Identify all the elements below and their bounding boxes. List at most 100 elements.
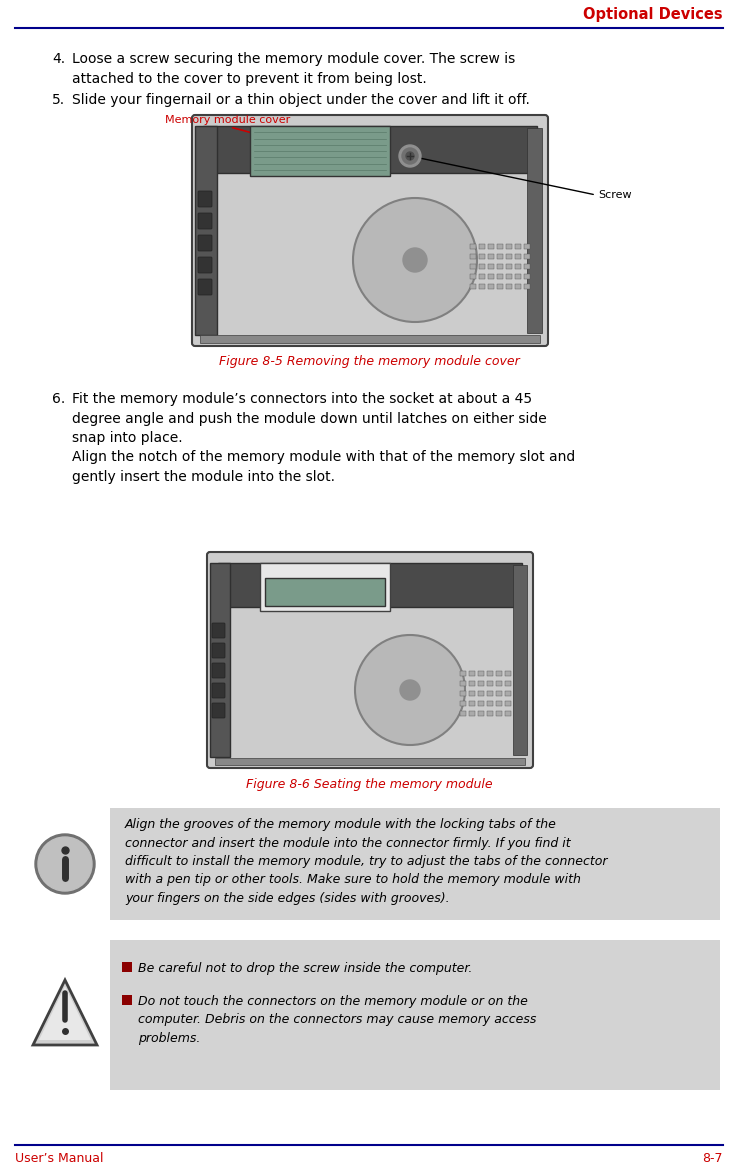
FancyBboxPatch shape xyxy=(198,191,212,207)
Bar xyxy=(487,672,493,676)
FancyBboxPatch shape xyxy=(198,257,212,273)
Text: Align the grooves of the memory module with the locking tabs of the
connector an: Align the grooves of the memory module w… xyxy=(125,818,607,905)
Bar xyxy=(479,244,485,248)
Bar xyxy=(497,284,503,289)
Text: 5.: 5. xyxy=(52,93,65,107)
Circle shape xyxy=(399,145,421,166)
Bar xyxy=(515,264,521,270)
Bar xyxy=(460,681,466,686)
Bar xyxy=(250,127,390,176)
Bar xyxy=(524,274,530,279)
Circle shape xyxy=(406,152,414,161)
FancyBboxPatch shape xyxy=(212,624,225,638)
Bar xyxy=(515,244,521,248)
Bar xyxy=(478,691,484,696)
Bar xyxy=(260,563,390,611)
Text: Memory module cover: Memory module cover xyxy=(165,115,290,125)
FancyBboxPatch shape xyxy=(198,279,212,295)
Bar xyxy=(505,691,511,696)
Bar xyxy=(469,701,475,706)
Bar xyxy=(497,244,503,248)
FancyBboxPatch shape xyxy=(212,703,225,718)
FancyBboxPatch shape xyxy=(212,663,225,677)
Bar xyxy=(496,691,502,696)
Text: User’s Manual: User’s Manual xyxy=(15,1152,103,1165)
Polygon shape xyxy=(39,986,91,1040)
Text: Figure 8-6 Seating the memory module: Figure 8-6 Seating the memory module xyxy=(246,778,492,791)
Bar xyxy=(479,254,485,259)
Bar xyxy=(470,244,476,248)
Bar xyxy=(478,681,484,686)
Circle shape xyxy=(400,680,420,700)
Text: Do not touch the connectors on the memory module or on the
computer. Debris on t: Do not touch the connectors on the memor… xyxy=(138,995,537,1045)
Text: Screw: Screw xyxy=(598,190,632,200)
FancyBboxPatch shape xyxy=(207,552,533,768)
Text: Be careful not to drop the screw inside the computer.: Be careful not to drop the screw inside … xyxy=(138,962,472,975)
Bar xyxy=(210,563,230,757)
Circle shape xyxy=(402,148,418,164)
Text: 8-7: 8-7 xyxy=(703,1152,723,1165)
Bar xyxy=(200,335,540,343)
Polygon shape xyxy=(265,578,385,606)
Bar xyxy=(488,284,494,289)
Bar xyxy=(488,264,494,270)
Bar xyxy=(505,711,511,716)
Bar xyxy=(470,254,476,259)
Bar xyxy=(460,691,466,696)
Text: Fit the memory module’s connectors into the socket at about a 45
degree angle an: Fit the memory module’s connectors into … xyxy=(72,391,575,484)
FancyBboxPatch shape xyxy=(212,643,225,657)
Bar xyxy=(460,672,466,676)
Bar xyxy=(496,672,502,676)
Bar xyxy=(460,711,466,716)
Bar xyxy=(487,691,493,696)
Bar xyxy=(469,711,475,716)
Bar xyxy=(469,681,475,686)
FancyBboxPatch shape xyxy=(192,115,548,346)
Bar xyxy=(110,940,720,1090)
Bar xyxy=(505,681,511,686)
Bar xyxy=(479,284,485,289)
Bar xyxy=(506,244,512,248)
Text: Optional Devices: Optional Devices xyxy=(583,7,723,21)
Bar xyxy=(487,681,493,686)
Bar xyxy=(478,701,484,706)
Bar xyxy=(218,563,522,607)
Bar xyxy=(470,264,476,270)
Bar xyxy=(487,701,493,706)
Bar xyxy=(524,254,530,259)
Circle shape xyxy=(353,198,477,322)
Bar xyxy=(203,127,537,173)
Bar xyxy=(469,691,475,696)
Bar xyxy=(524,244,530,248)
Bar xyxy=(215,758,525,765)
Bar xyxy=(524,284,530,289)
Bar xyxy=(515,284,521,289)
Polygon shape xyxy=(33,980,97,1045)
Bar xyxy=(515,254,521,259)
Text: Figure 8-5 Removing the memory module cover: Figure 8-5 Removing the memory module co… xyxy=(218,355,520,368)
Bar xyxy=(527,128,542,333)
Text: 6.: 6. xyxy=(52,391,65,406)
Bar xyxy=(479,274,485,279)
Bar xyxy=(122,962,132,972)
Bar xyxy=(496,681,502,686)
Bar xyxy=(505,701,511,706)
FancyBboxPatch shape xyxy=(198,236,212,251)
Bar xyxy=(469,672,475,676)
Bar xyxy=(478,672,484,676)
Bar xyxy=(479,264,485,270)
Bar xyxy=(497,264,503,270)
Bar xyxy=(506,284,512,289)
Bar xyxy=(195,127,217,335)
Text: 4.: 4. xyxy=(52,52,65,66)
Bar xyxy=(496,701,502,706)
Circle shape xyxy=(38,837,92,891)
Bar xyxy=(506,274,512,279)
Text: Loose a screw securing the memory module cover. The screw is
attached to the cov: Loose a screw securing the memory module… xyxy=(72,52,515,86)
Bar xyxy=(122,995,132,1006)
Bar xyxy=(497,254,503,259)
Bar xyxy=(496,711,502,716)
Bar xyxy=(488,254,494,259)
Text: Slide your fingernail or a thin object under the cover and lift it off.: Slide your fingernail or a thin object u… xyxy=(72,93,530,107)
Bar xyxy=(506,254,512,259)
